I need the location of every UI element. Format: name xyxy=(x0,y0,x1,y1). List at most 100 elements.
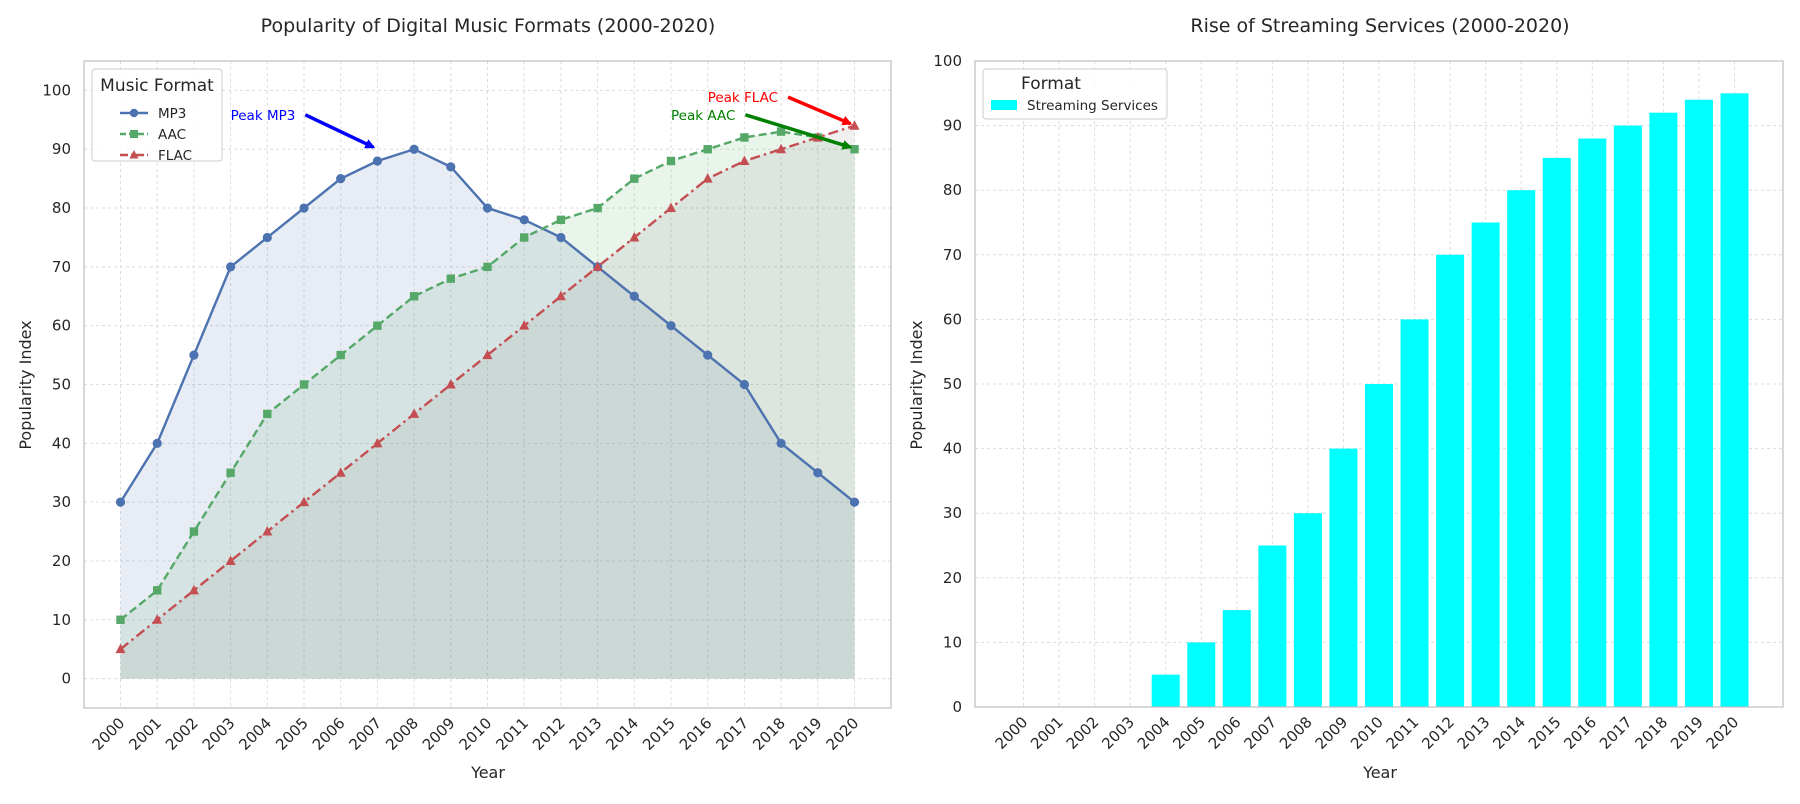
marker-aac xyxy=(666,156,676,166)
left-plot-frame xyxy=(83,60,892,709)
marker-flac xyxy=(115,643,126,654)
left-y-tick-label: 10 xyxy=(52,611,71,629)
left-x-tick-label: 2001 xyxy=(125,714,165,754)
marker-flac xyxy=(262,526,273,536)
marker-flac xyxy=(666,202,676,213)
right-y-tick-label: 30 xyxy=(943,504,962,522)
marker-aac xyxy=(446,274,455,283)
legend-swatch-streaming-services xyxy=(991,100,1017,110)
legend-marker-flac xyxy=(129,150,139,159)
marker-mp3 xyxy=(262,232,272,243)
marker-mp3 xyxy=(336,174,346,184)
marker-mp3 xyxy=(226,262,236,272)
bar-2014 xyxy=(1507,190,1536,707)
marker-mp3 xyxy=(703,350,713,360)
left-x-tick-label: 2010 xyxy=(456,714,496,754)
marker-flac xyxy=(445,379,456,389)
bar-2019 xyxy=(1684,99,1713,707)
marker-aac xyxy=(703,145,712,154)
right-chart-plot: 0102030405060708090100200020012002200320… xyxy=(933,52,1784,753)
left-x-tick-label: 2015 xyxy=(639,714,679,754)
right-chart-title: Rise of Streaming Services (2000-2020) xyxy=(1190,15,1569,37)
marker-aac xyxy=(263,409,272,419)
marker-mp3 xyxy=(739,379,750,390)
marker-aac xyxy=(483,262,492,272)
left-x-axis-label: Year xyxy=(470,763,505,782)
left-x-tick-label: 2014 xyxy=(602,714,642,754)
left-y-tick-label: 60 xyxy=(52,317,71,335)
right-y-tick-label: 20 xyxy=(943,569,962,587)
marker-flac xyxy=(519,320,530,330)
right-x-tick-label: 2005 xyxy=(1169,713,1209,753)
right-x-tick-label: 2019 xyxy=(1667,713,1707,753)
right-x-tick-label: 2003 xyxy=(1098,713,1138,753)
marker-aac xyxy=(520,233,529,242)
bar-2015 xyxy=(1542,157,1571,707)
bar-2011 xyxy=(1400,319,1429,707)
marker-mp3 xyxy=(629,291,639,301)
left-x-tick-label: 2002 xyxy=(162,714,202,754)
marker-aac xyxy=(850,145,859,154)
left-x-tick-label: 2020 xyxy=(823,714,863,754)
right-x-tick-label: 2015 xyxy=(1525,713,1565,753)
left-x-tick-label: 2009 xyxy=(419,714,459,754)
marker-flac xyxy=(152,614,163,624)
marker-flac xyxy=(409,408,420,418)
area-flac xyxy=(120,125,855,679)
left-legend-box xyxy=(91,68,223,162)
bar-2020 xyxy=(1720,93,1749,708)
right-x-tick-label: 2018 xyxy=(1631,713,1671,753)
right-y-tick-label: 50 xyxy=(943,375,962,393)
marker-flac xyxy=(739,155,750,165)
right-x-tick-label: 2016 xyxy=(1560,713,1600,753)
left-x-tick-label: 2019 xyxy=(786,714,826,754)
right-x-tick-label: 2013 xyxy=(1454,713,1494,753)
marker-aac xyxy=(593,203,602,213)
marker-aac xyxy=(740,133,749,142)
left-y-tick-label: 50 xyxy=(52,376,71,394)
right-x-tick-label: 2002 xyxy=(1063,713,1103,753)
marker-flac xyxy=(849,120,860,130)
right-y-tick-label: 0 xyxy=(952,698,962,716)
right-y-tick-label: 100 xyxy=(933,52,962,70)
marker-aac xyxy=(299,380,309,389)
legend-label-aac: AAC xyxy=(158,127,186,143)
left-y-tick-label: 20 xyxy=(52,552,71,570)
left-y-tick-label: 90 xyxy=(52,140,71,158)
bar-2004 xyxy=(1151,674,1180,707)
left-x-tick-label: 2012 xyxy=(529,714,569,754)
annotation-peak-aac: Peak AAC xyxy=(671,108,735,124)
marker-flac xyxy=(592,261,603,271)
left-y-tick-label: 0 xyxy=(61,670,71,688)
marker-mp3 xyxy=(776,438,786,448)
bar-2010 xyxy=(1365,384,1393,707)
left-x-tick-label: 2017 xyxy=(712,714,752,754)
marker-aac xyxy=(409,292,419,301)
marker-flac xyxy=(188,584,199,595)
left-y-tick-label: 80 xyxy=(52,199,71,217)
marker-flac xyxy=(629,231,640,242)
left-x-tick-label: 2018 xyxy=(749,714,789,754)
left-y-tick-label: 30 xyxy=(52,493,71,511)
left-x-tick-label: 2000 xyxy=(89,714,129,754)
right-x-tick-label: 2009 xyxy=(1312,713,1352,753)
marker-aac xyxy=(153,586,162,595)
bar-2013 xyxy=(1471,222,1500,707)
marker-mp3 xyxy=(666,321,676,331)
marker-aac xyxy=(189,527,199,536)
right-legend-title: Format xyxy=(1021,74,1081,94)
marker-mp3 xyxy=(482,203,493,213)
right-y-tick-label: 70 xyxy=(943,246,962,264)
legend-label-flac: FLAC xyxy=(158,148,192,164)
left-y-tick-label: 40 xyxy=(52,434,71,452)
marker-mp3 xyxy=(189,350,199,360)
left-x-tick-label: 2013 xyxy=(566,714,606,754)
left-x-tick-label: 2005 xyxy=(272,714,312,754)
right-x-tick-label: 2012 xyxy=(1418,713,1458,753)
right-legend-box xyxy=(982,68,1168,120)
right-x-tick-label: 2008 xyxy=(1276,713,1316,753)
right-y-tick-label: 80 xyxy=(943,181,962,199)
marker-flac xyxy=(225,555,236,565)
right-y-tick-label: 90 xyxy=(943,117,962,135)
